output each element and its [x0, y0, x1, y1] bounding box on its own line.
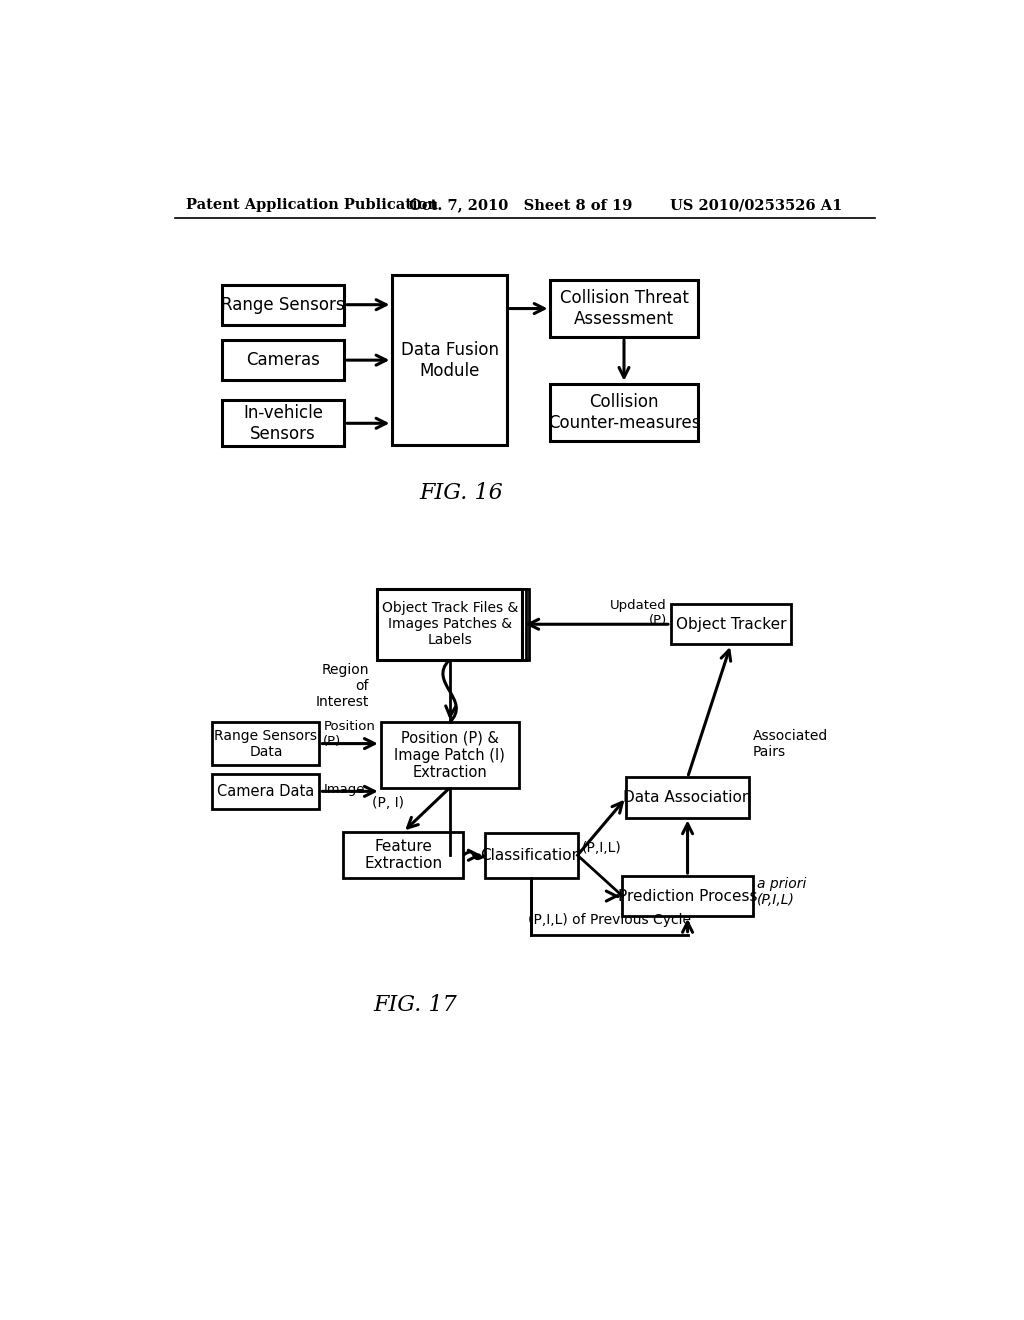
- Bar: [222, 400, 344, 446]
- Text: Object Track Files &
Images Patches &
Labels: Object Track Files & Images Patches & La…: [382, 601, 518, 647]
- Text: Classification: Classification: [480, 847, 582, 863]
- Bar: [212, 774, 319, 809]
- Text: Prediction Process: Prediction Process: [617, 888, 758, 904]
- Text: Data Fusion
Module: Data Fusion Module: [400, 341, 499, 380]
- Bar: [671, 605, 791, 644]
- Text: a priori
(P,I,L): a priori (P,I,L): [757, 876, 806, 907]
- Bar: [212, 722, 319, 766]
- Text: FIG. 16: FIG. 16: [420, 482, 503, 504]
- Bar: [377, 589, 522, 660]
- Bar: [381, 722, 518, 788]
- Text: Range Sensors: Range Sensors: [221, 296, 345, 314]
- Bar: [222, 341, 344, 380]
- Bar: [343, 832, 463, 878]
- Bar: [222, 285, 344, 325]
- Bar: [627, 777, 749, 817]
- Bar: [383, 589, 528, 660]
- Text: Range Sensors
Data: Range Sensors Data: [214, 729, 317, 759]
- Bar: [484, 833, 578, 878]
- Text: Object Tracker: Object Tracker: [676, 616, 786, 632]
- Text: Camera Data: Camera Data: [217, 784, 314, 799]
- Text: (P, I): (P, I): [372, 796, 403, 809]
- Text: FIG. 17: FIG. 17: [373, 994, 457, 1016]
- Text: Updated
(P): Updated (P): [610, 599, 667, 627]
- Text: (P,I,L) of Previous Cycle: (P,I,L) of Previous Cycle: [527, 913, 691, 927]
- Text: Collision Threat
Assessment: Collision Threat Assessment: [559, 289, 688, 327]
- Bar: [377, 589, 522, 660]
- Text: Region
of
Interest: Region of Interest: [315, 663, 369, 709]
- Text: Data Association: Data Association: [624, 789, 752, 805]
- Bar: [392, 276, 507, 445]
- Text: Position
(P): Position (P): [324, 721, 375, 748]
- Text: US 2010/0253526 A1: US 2010/0253526 A1: [671, 198, 843, 213]
- Text: Collision
Counter-measures: Collision Counter-measures: [548, 393, 700, 432]
- Text: Position (P) &
Image Patch (I)
Extraction: Position (P) & Image Patch (I) Extractio…: [394, 730, 505, 780]
- Bar: [550, 384, 697, 441]
- Text: Oct. 7, 2010   Sheet 8 of 19: Oct. 7, 2010 Sheet 8 of 19: [409, 198, 632, 213]
- Text: In-vehicle
Sensors: In-vehicle Sensors: [243, 404, 323, 442]
- Text: Feature
Extraction: Feature Extraction: [365, 840, 442, 871]
- Text: Image: Image: [324, 783, 365, 796]
- Text: Cameras: Cameras: [246, 351, 319, 370]
- Text: Associated
Pairs: Associated Pairs: [753, 729, 827, 759]
- Bar: [380, 589, 525, 660]
- Text: Patent Application Publication: Patent Application Publication: [186, 198, 438, 213]
- Text: (P,I,L): (P,I,L): [582, 841, 622, 854]
- Bar: [623, 876, 753, 916]
- Bar: [550, 280, 697, 338]
